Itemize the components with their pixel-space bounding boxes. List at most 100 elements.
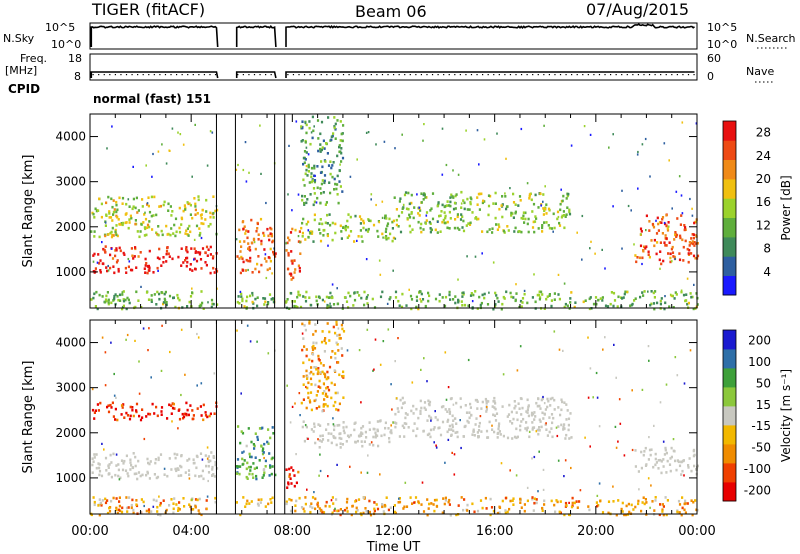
vel-echo-cell: [546, 397, 549, 401]
power-echo-cell: [122, 251, 125, 255]
power-echo-cell: [687, 252, 690, 255]
vel-echo-cell: [240, 392, 242, 395]
power-echo-cell: [198, 227, 201, 230]
power-echo-cell: [322, 234, 325, 237]
vel-echo-cell: [104, 384, 107, 387]
vel-echo-cell: [346, 349, 349, 352]
power-echo-cell: [115, 224, 118, 227]
vel-echo-cell: [451, 425, 454, 429]
power-echo-cell: [303, 201, 306, 205]
vel-echo-cell: [326, 386, 329, 389]
vel-echo-cell: [382, 340, 385, 343]
vel-echo-cell: [578, 500, 581, 503]
power-echo-cell: [158, 297, 161, 301]
vel-echo-cell: [117, 463, 120, 466]
power-echo-cell: [143, 267, 146, 270]
power-echo-cell: [319, 143, 322, 146]
power-echo-cell: [168, 255, 171, 258]
power-echo-cell: [670, 247, 673, 251]
vel-echo-cell: [446, 420, 449, 423]
power-echo-cell: [560, 215, 563, 219]
vel-echo-cell: [207, 459, 210, 462]
power-echo-cell: [601, 296, 604, 299]
power-echo-cell: [448, 290, 451, 294]
power-echo-cell: [385, 235, 388, 238]
power-echo-cell: [479, 303, 482, 307]
vel-echo-cell: [471, 502, 474, 506]
vel-echo-cell: [526, 499, 529, 503]
power-echo-cell: [609, 302, 612, 306]
power-echo-cell: [656, 301, 659, 305]
vel-echo-cell: [373, 509, 376, 513]
power-echo-cell: [480, 192, 483, 196]
vel-echo-cell: [154, 461, 157, 465]
power-echo-cell: [298, 293, 302, 297]
vel-echo-cell: [148, 477, 151, 480]
vel-echo-cell: [654, 452, 657, 456]
power-echo-cell: [319, 147, 322, 151]
power-echo-cell: [300, 125, 303, 128]
power-echo-cell: [672, 306, 675, 309]
nave-point: [142, 74, 144, 76]
vel-echo-cell: [324, 394, 327, 397]
power-echo-cell: [641, 256, 644, 260]
power-echo-cell: [505, 207, 508, 211]
power-echo-cell: [446, 220, 449, 224]
vel-echo-cell: [259, 501, 262, 504]
power-echo-cell: [180, 216, 183, 220]
vel-echo-cell: [126, 472, 129, 475]
power-echo-cell: [378, 221, 381, 224]
power-echo-cell: [389, 296, 392, 299]
vel-echo-cell: [393, 504, 396, 507]
power-echo-cell: [107, 298, 110, 302]
power-echo-cell: [329, 291, 332, 295]
vel-echo-cell: [560, 408, 563, 412]
vel-echo-cell: [151, 402, 154, 406]
power-echo-cell: [313, 174, 316, 178]
vel-echo-cell: [474, 423, 477, 426]
vel-echo-cell: [239, 465, 242, 468]
power-echo-cell: [358, 215, 362, 218]
vel-echo-cell: [453, 473, 456, 476]
power-echo-cell: [294, 228, 297, 232]
power-echo-cell: [340, 151, 343, 155]
power-echo-cell: [539, 296, 542, 299]
power-echo-cell: [594, 296, 598, 299]
vel-echo-cell: [320, 509, 323, 513]
vel-echo-cell: [537, 432, 540, 436]
vel-echo-cell: [350, 513, 353, 517]
power-echo-cell: [651, 222, 654, 226]
power-echo-cell: [112, 210, 115, 214]
power-echo-cell: [521, 297, 525, 300]
power-echo-cell: [303, 150, 307, 153]
power-echo-cell: [389, 232, 392, 236]
vel-echo-cell: [327, 388, 331, 392]
power-echo-cell: [342, 226, 345, 229]
power-echo-cell: [114, 293, 117, 296]
power-echo-cell: [325, 295, 328, 299]
power-echo-cell: [434, 228, 437, 232]
nave-point: [131, 74, 133, 76]
vel-echo-cell: [338, 333, 341, 337]
vel-echo-cell: [288, 467, 291, 471]
vel-echo-cell: [206, 446, 209, 449]
vel-echo-cell: [318, 507, 321, 510]
power-echo-cell: [308, 120, 311, 123]
vel-echo-cell: [316, 372, 319, 376]
vel-echo-cell: [338, 373, 341, 377]
vel-echo-cell: [314, 329, 317, 333]
power-echo-cell: [260, 242, 263, 246]
power-echo-cell: [626, 291, 629, 294]
vel-echo-cell: [380, 434, 383, 438]
vel-echo-cell: [541, 507, 544, 510]
power-echo-cell: [520, 230, 523, 234]
power-echo-cell: [340, 237, 343, 240]
vel-echo-cell: [670, 446, 673, 450]
vel-echo-cell: [368, 499, 371, 503]
power-panel: [90, 115, 700, 311]
vel-echo-cell: [250, 455, 253, 459]
power-echo-cell: [498, 207, 501, 211]
nave-point: [370, 74, 372, 76]
vel-echo-cell: [682, 459, 685, 462]
vel-echo-cell: [213, 475, 216, 478]
